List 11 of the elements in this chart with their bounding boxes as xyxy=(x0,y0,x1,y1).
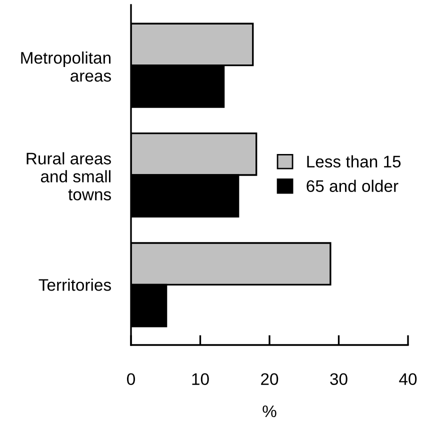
x-tick-label: 30 xyxy=(330,373,348,386)
y-tick-label: Metropolitan areas xyxy=(21,52,111,82)
x-tick-label: 40 xyxy=(399,373,417,386)
legend-label: Less than 15 xyxy=(307,155,401,168)
x-tick-label: 10 xyxy=(192,373,209,386)
y-tick-label: Rural areas and small towns xyxy=(26,152,111,200)
x-tick-label: 20 xyxy=(261,373,278,386)
x-axis-title: % xyxy=(262,405,276,418)
legend-label: 65 and older xyxy=(306,180,398,192)
x-tick-label: 0 xyxy=(127,373,135,386)
y-tick-label: Territories xyxy=(38,278,111,291)
